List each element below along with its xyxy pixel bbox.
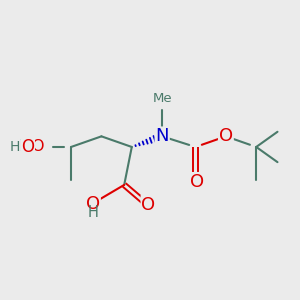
Text: O: O <box>86 195 100 213</box>
Text: H: H <box>88 205 98 220</box>
Text: Me: Me <box>152 92 172 105</box>
Text: N: N <box>155 127 169 145</box>
Text: O: O <box>141 196 155 214</box>
Text: O: O <box>21 138 34 156</box>
Text: O: O <box>31 139 43 154</box>
Text: H: H <box>19 139 29 154</box>
Text: O: O <box>219 127 233 145</box>
Text: H: H <box>10 140 20 154</box>
Text: O: O <box>190 173 204 191</box>
